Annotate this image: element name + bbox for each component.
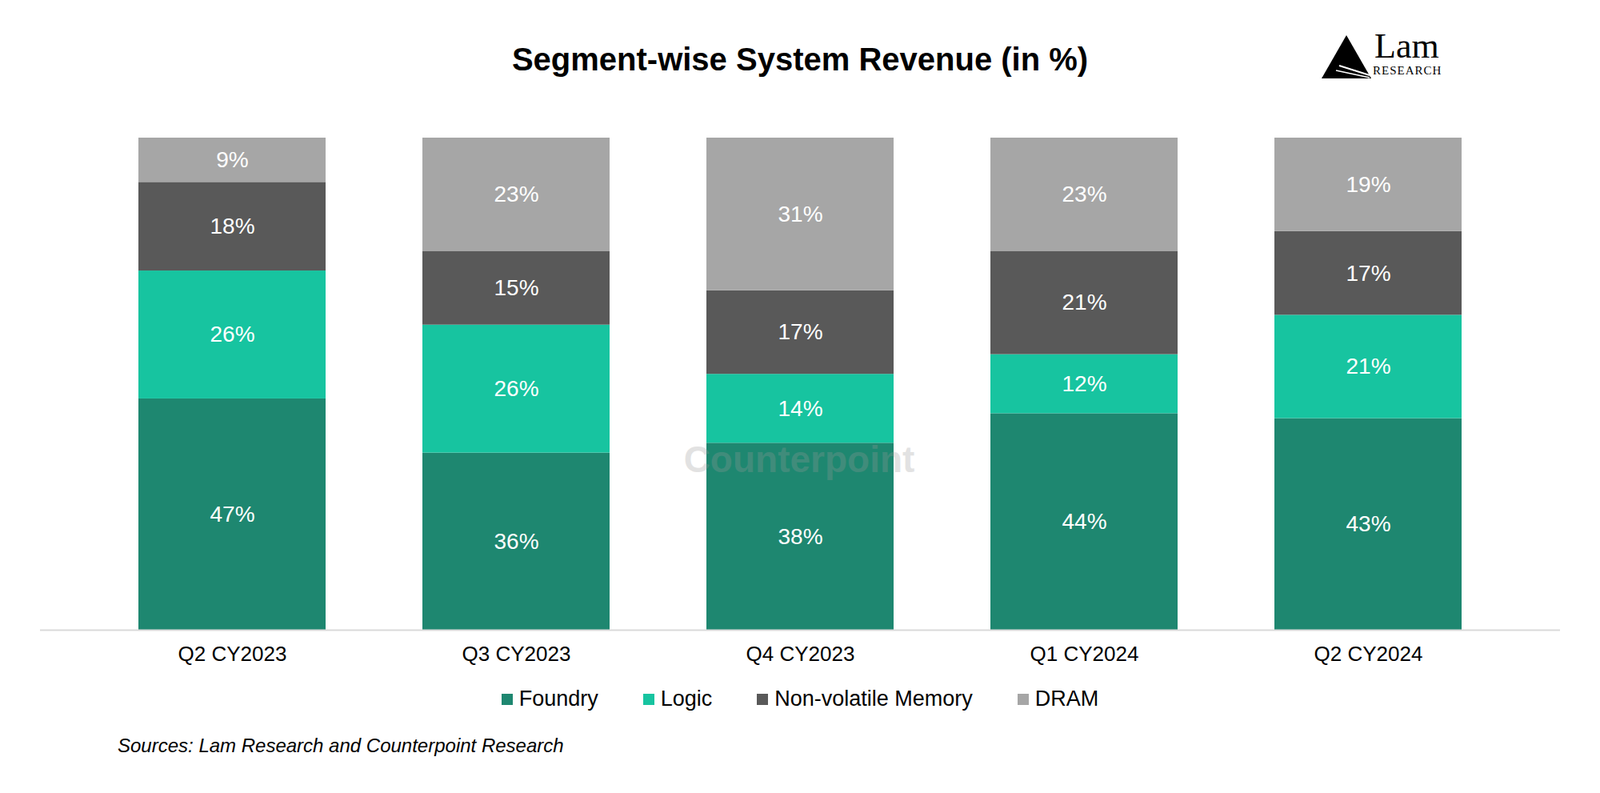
html-text:Logic: Logic [660, 686, 713, 711]
svg-text:44%: 44% [1061, 508, 1107, 534]
svg-text:14%: 14% [777, 396, 823, 421]
svg-text:Q2 CY2024: Q2 CY2024 [1314, 641, 1424, 666]
svg-text:12%: 12% [1061, 371, 1107, 396]
html-text:Lam: Lam [1374, 26, 1439, 66]
svg-text:Q3 CY2023: Q3 CY2023 [462, 641, 572, 666]
svg-text:31%: 31% [777, 201, 823, 227]
html-text:Counterpoint: Counterpoint [683, 438, 915, 480]
svg-text:Q1 CY2024: Q1 CY2024 [1030, 641, 1140, 666]
svg-text:26%: 26% [209, 321, 255, 347]
html-text:RESEARCH: RESEARCH [1372, 64, 1442, 77]
svg-text:23%: 23% [493, 181, 539, 207]
svg-text:9%: 9% [216, 147, 248, 172]
html-text:Segment-wise System Revenue (i: Segment-wise System Revenue (in %) [511, 41, 1089, 77]
svg-text:18%: 18% [209, 213, 255, 239]
svg-text:Q4 CY2023: Q4 CY2023 [746, 641, 856, 666]
svg-text:26%: 26% [493, 376, 539, 401]
html-text:Foundry: Foundry [518, 686, 599, 711]
svg-text:38%: 38% [777, 524, 823, 549]
svg-text:17%: 17% [777, 319, 823, 344]
svg-text:17%: 17% [1345, 260, 1391, 286]
svg-text:43%: 43% [1345, 511, 1391, 536]
svg-text:21%: 21% [1061, 289, 1107, 315]
svg-text:Q2 CY2023: Q2 CY2023 [178, 641, 288, 666]
html-text:Sources: Lam Research and Coun: Sources: Lam Research and Counterpoint R… [117, 734, 564, 756]
svg-text:19%: 19% [1345, 172, 1391, 197]
svg-text:23%: 23% [1061, 181, 1107, 207]
svg-text:47%: 47% [209, 501, 255, 527]
html-text:Non-volatile Memory: Non-volatile Memory [774, 686, 973, 711]
svg-text:21%: 21% [1345, 353, 1391, 379]
svg-text:36%: 36% [493, 528, 539, 554]
svg-text:15%: 15% [493, 275, 539, 300]
html-text:DRAM: DRAM [1035, 686, 1099, 711]
